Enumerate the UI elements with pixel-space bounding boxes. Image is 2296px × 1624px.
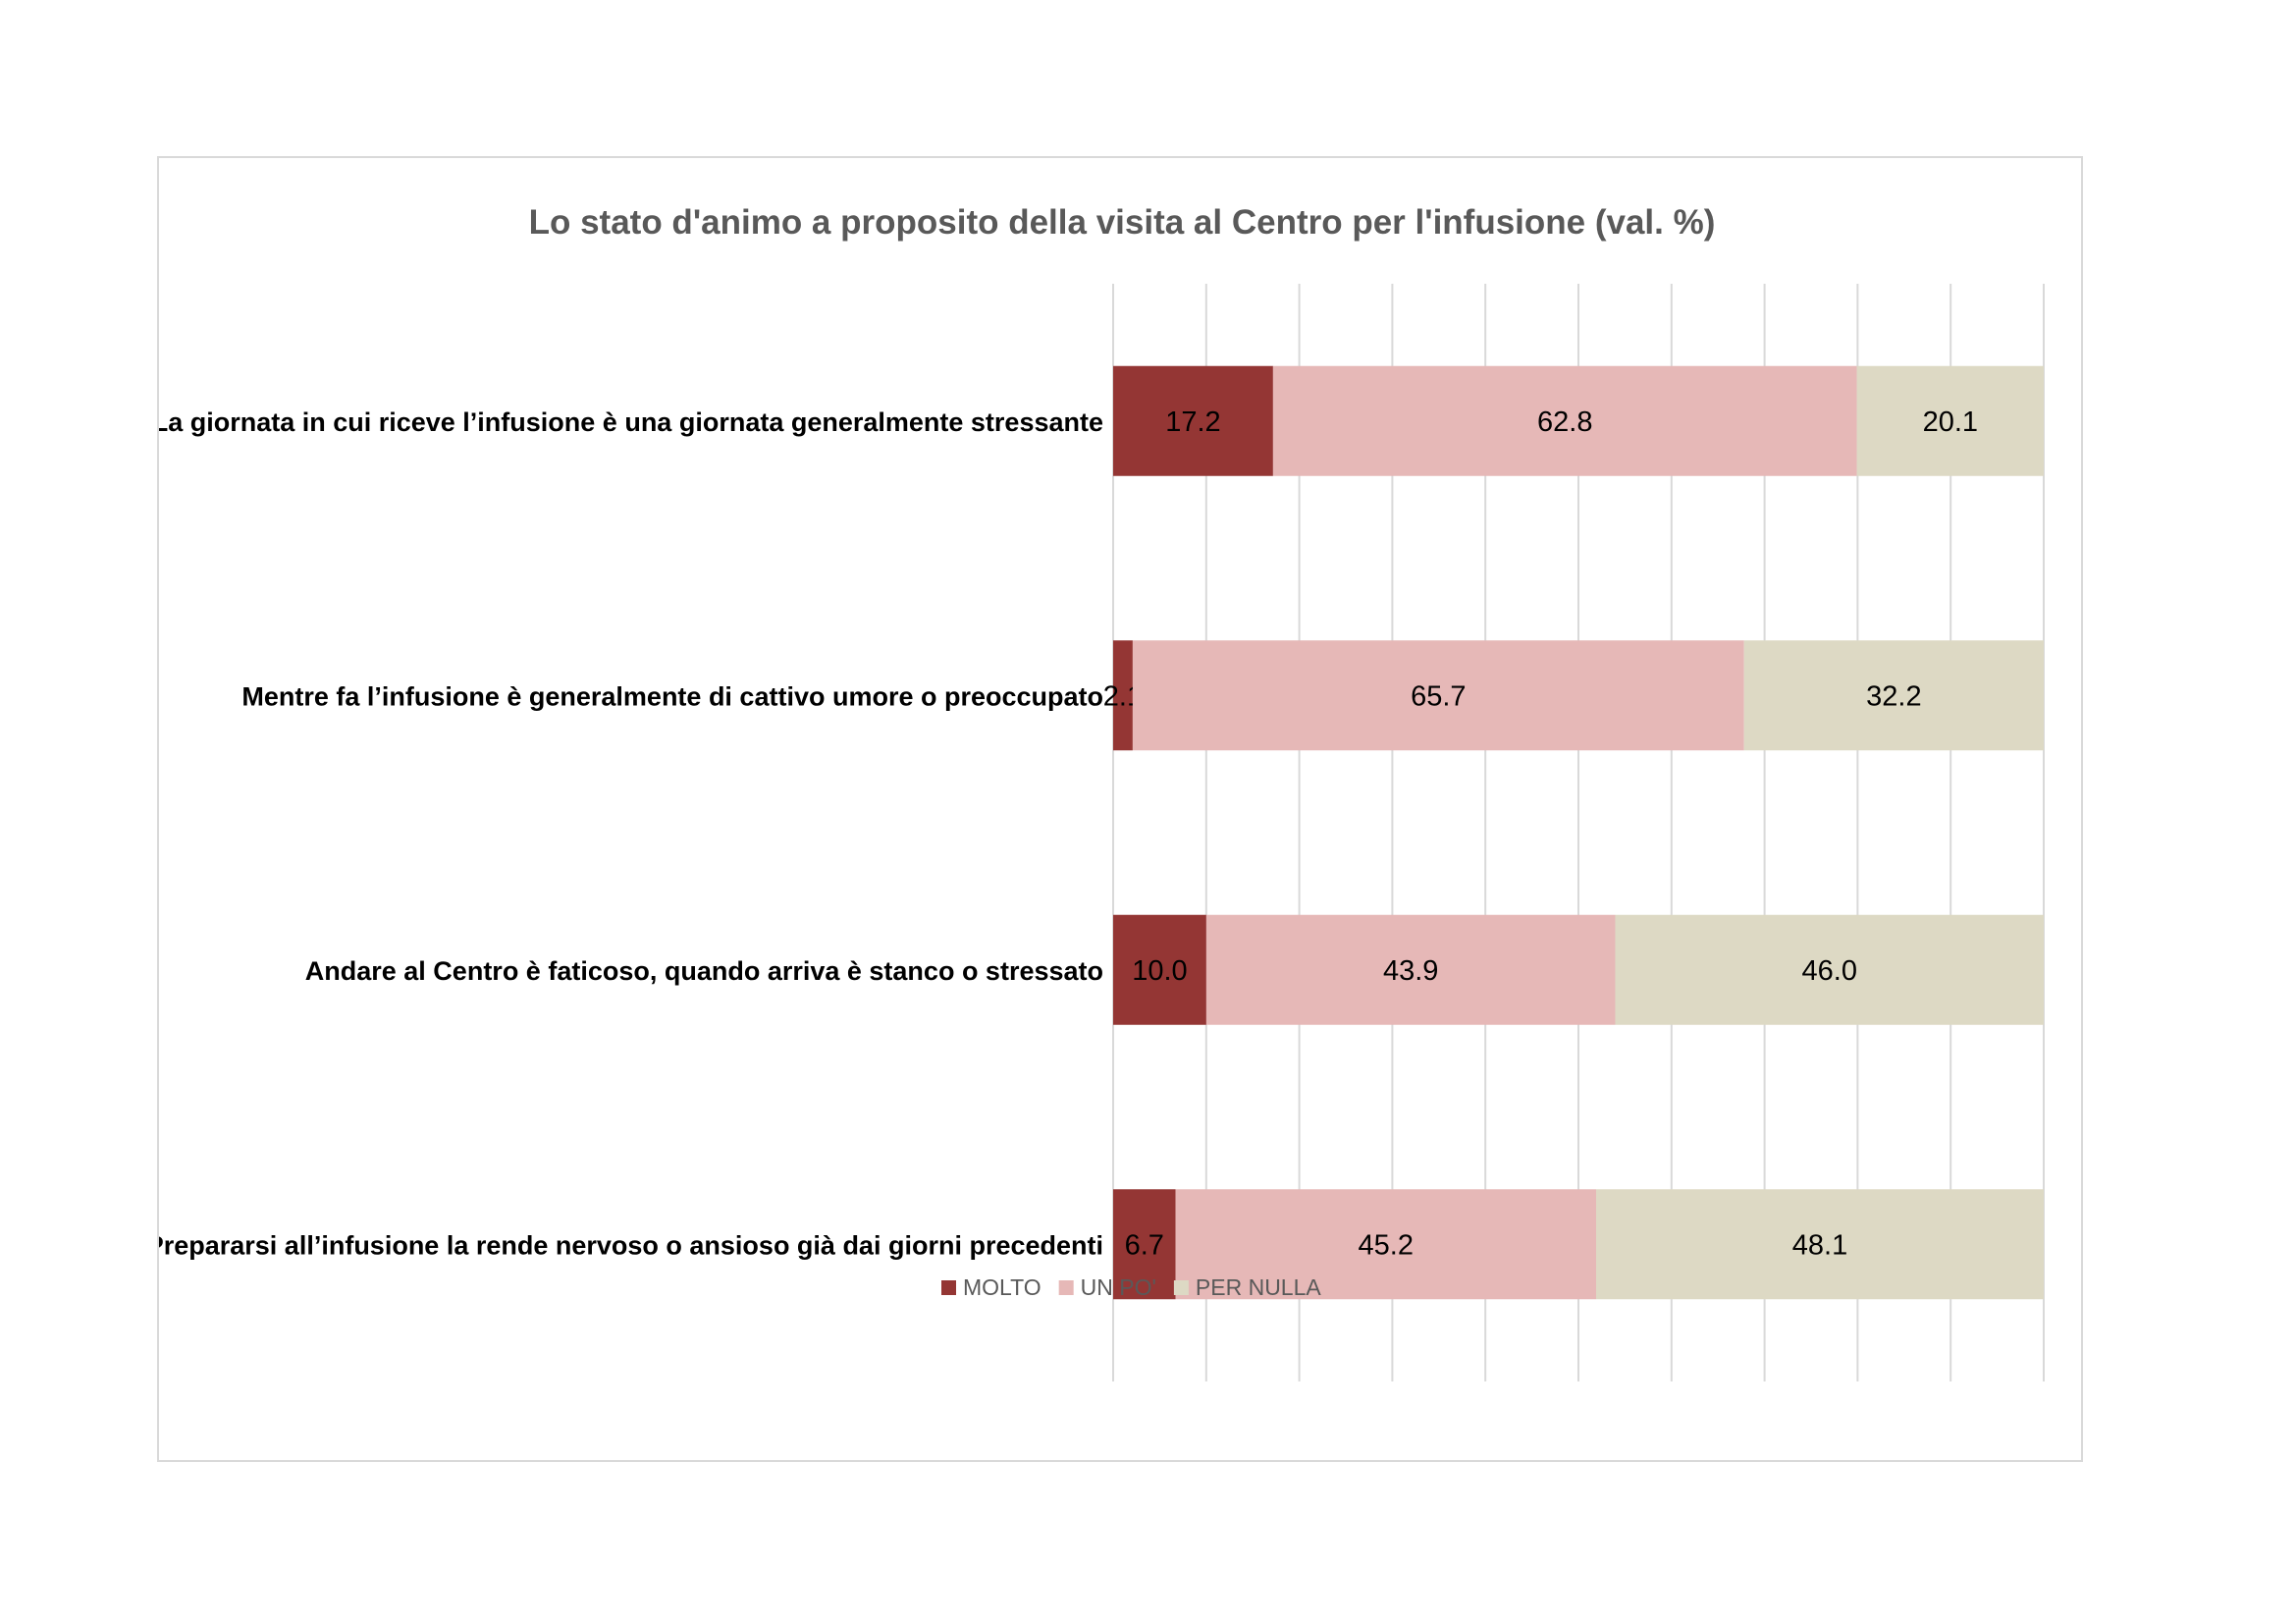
bar-segment	[1272, 365, 1857, 476]
data-label: 17.2	[1165, 406, 1220, 438]
category-labels: La giornata in cui riceve l’infusione è …	[159, 407, 1103, 1261]
data-label: 48.1	[1792, 1229, 1847, 1261]
bar-segment	[1743, 640, 2044, 751]
data-label: 46.0	[1802, 955, 1857, 987]
bar-segment	[1113, 1189, 1176, 1300]
chart-title: Lo stato d'animo a proposito della visit…	[529, 203, 1716, 242]
bar-segment	[1856, 365, 2044, 476]
data-label: 45.2	[1359, 1229, 1414, 1261]
bar-segment	[1113, 640, 1133, 751]
chart-svg: Lo stato d'animo a proposito della visit…	[159, 203, 2045, 1381]
chart-frame: Lo stato d'animo a proposito della visit…	[157, 156, 2083, 1462]
data-label: 43.9	[1383, 955, 1438, 987]
category-label: Mentre fa l’infusione è generalmente di …	[241, 681, 1103, 711]
category-label: Andare al Centro è faticoso, quando arri…	[305, 956, 1103, 986]
bar-segment	[1113, 365, 1273, 476]
category-label: La giornata in cui riceve l’infusione è …	[159, 407, 1103, 437]
bar-segment	[1596, 1189, 2044, 1300]
bar-segment	[1205, 914, 1616, 1025]
data-label: 32.2	[1866, 680, 1921, 712]
data-label: 20.1	[1923, 406, 1978, 438]
legend: MOLTO UN PO' PER NULLA	[941, 1274, 1321, 1300]
bar-segment	[1132, 640, 1744, 751]
data-label: 65.7	[1411, 680, 1466, 712]
legend-label: PER NULLA	[1196, 1274, 1321, 1300]
legend-swatch	[1173, 1280, 1189, 1295]
category-label: Prepararsi all’infusione la rende nervos…	[159, 1230, 1103, 1260]
bar-segment	[1113, 914, 1206, 1025]
data-label: 62.8	[1537, 406, 1592, 438]
legend-swatch	[941, 1280, 956, 1295]
legend-swatch	[1058, 1280, 1074, 1295]
bar-segment	[1175, 1189, 1597, 1300]
data-label: 10.0	[1132, 955, 1187, 987]
bar-segment	[1615, 914, 2044, 1025]
legend-label: MOLTO	[963, 1274, 1041, 1300]
legend-label: UN PO'	[1081, 1274, 1156, 1300]
bars: 17.2 62.8 20.12.1 65.7 32.210.0 43.9 46.06.7 45…	[1103, 365, 2044, 1300]
data-label: 6.7	[1125, 1229, 1164, 1261]
